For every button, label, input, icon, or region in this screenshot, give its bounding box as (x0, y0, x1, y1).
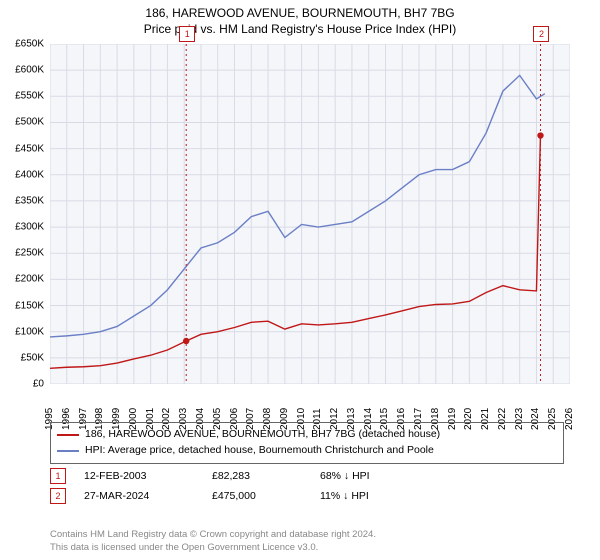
transactions-table: 1 12-FEB-2003 £82,283 68% ↓ HPI 2 27-MAR… (50, 468, 550, 508)
legend-swatch-red (57, 434, 79, 436)
price-chart: 12 (50, 44, 570, 384)
page-title: 186, HAREWOOD AVENUE, BOURNEMOUTH, BH7 7… (0, 6, 600, 20)
chart-footer: Contains HM Land Registry data © Crown c… (50, 529, 550, 554)
legend-label-blue: HPI: Average price, detached house, Bour… (85, 443, 434, 459)
sale-marker-box: 1 (179, 26, 195, 42)
txn-delta: 11% ↓ HPI (320, 490, 369, 502)
chart-svg (50, 44, 570, 384)
txn-price: £82,283 (212, 470, 302, 482)
page-subtitle: Price paid vs. HM Land Registry's House … (0, 22, 600, 36)
sale-marker-box: 2 (533, 26, 549, 42)
chart-legend: 186, HAREWOOD AVENUE, BOURNEMOUTH, BH7 7… (50, 422, 564, 464)
footer-line: This data is licensed under the Open Gov… (50, 542, 550, 554)
txn-delta: 68% ↓ HPI (320, 470, 370, 482)
table-row: 1 12-FEB-2003 £82,283 68% ↓ HPI (50, 468, 550, 484)
txn-price: £475,000 (212, 490, 302, 502)
txn-marker: 2 (50, 488, 66, 504)
legend-label-red: 186, HAREWOOD AVENUE, BOURNEMOUTH, BH7 7… (85, 427, 440, 443)
txn-marker: 1 (50, 468, 66, 484)
y-axis-labels: £0£50K£100K£150K£200K£250K£300K£350K£400… (0, 44, 48, 384)
txn-date: 27-MAR-2024 (84, 490, 194, 502)
legend-swatch-blue (57, 450, 79, 452)
x-axis-labels: 1995199619971998199920002001200220032004… (50, 386, 570, 420)
footer-line: Contains HM Land Registry data © Crown c… (50, 529, 550, 541)
table-row: 2 27-MAR-2024 £475,000 11% ↓ HPI (50, 488, 550, 504)
txn-date: 12-FEB-2003 (84, 470, 194, 482)
